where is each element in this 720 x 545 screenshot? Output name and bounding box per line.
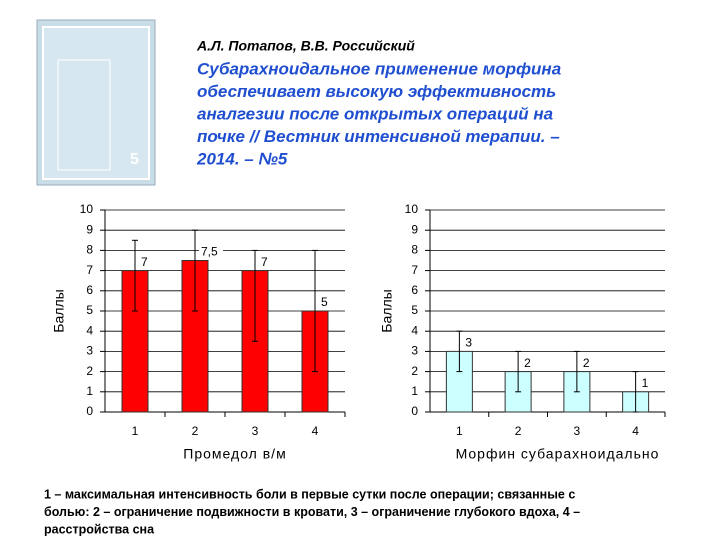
y-tick-label: 3 [86,344,93,358]
value-label: 1 [642,376,649,390]
y-tick-label: 7 [86,263,93,277]
value-label: 3 [465,336,472,350]
title-line: почке // Вестник интенсивной терапии. – [197,127,560,146]
y-tick-label: 5 [86,303,93,317]
journal-cover: 5 [36,19,156,186]
y-tick-label: 9 [411,222,418,236]
y-axis-label: Баллы [379,289,395,332]
y-tick-label: 10 [80,202,94,216]
value-label: 2 [583,356,590,370]
y-tick-label: 3 [411,344,418,358]
y-tick-label: 0 [411,404,418,418]
y-tick-label: 6 [86,283,93,297]
value-label-bg [319,295,331,309]
title-line: аналгезии после открытых операций на [197,104,553,123]
footnote-line: расстройства сна [44,522,155,536]
title-line: Субарахноидальное применение морфина [197,59,561,78]
y-tick-label: 1 [86,384,93,398]
y-tick-label: 5 [411,303,418,317]
title-line: 2014. – №5 [196,149,288,168]
y-tick-label: 4 [86,323,93,337]
y-tick-label: 10 [405,202,419,216]
value-label: 2 [524,356,531,370]
y-tick-label: 7 [411,263,418,277]
value-label-bg [463,335,476,350]
value-label: 7 [141,255,148,269]
x-tick-label: 3 [252,424,259,438]
value-label-bg [139,254,151,269]
footnote-line: болью: 2 – ограничение подвижности в кро… [44,505,580,519]
y-tick-label: 8 [411,243,418,257]
y-tick-label: 6 [411,283,418,297]
y-tick-label: 8 [86,243,93,257]
value-label-bg [259,254,271,269]
y-tick-label: 1 [411,384,418,398]
y-tick-label: 0 [86,404,93,418]
y-tick-label: 4 [411,323,418,337]
value-label: 7,5 [201,245,218,259]
value-label: 7 [261,255,268,269]
footnote-line: 1 – максимальная интенсивность боли в пе… [44,487,575,501]
value-label-bg [580,355,593,370]
x-tick-label: 4 [632,424,639,438]
y-tick-label: 9 [86,222,93,236]
x-tick-label: 2 [515,424,522,438]
x-tick-label: 4 [312,424,319,438]
x-axis-label: Морфин субарахноидально [456,446,660,462]
x-tick-label: 2 [192,424,199,438]
x-tick-label: 1 [132,424,139,438]
authors: А.Л. Потапов, В.В. Российский [196,38,415,54]
x-axis-label: Промедол в/м [183,446,286,462]
value-label: 5 [321,295,328,309]
cover-box [57,59,111,171]
x-tick-label: 3 [574,424,581,438]
cover-inner [42,26,150,180]
y-tick-label: 2 [411,364,418,378]
value-label-bg [639,375,652,390]
x-tick-label: 1 [456,424,463,438]
value-label-bg [522,355,535,370]
title-line: обеспечивает высокую эффективность [197,82,556,101]
cover-number: 5 [130,151,139,168]
y-axis-label: Баллы [51,289,67,332]
y-tick-label: 2 [86,364,93,378]
value-label-bg [199,244,223,259]
